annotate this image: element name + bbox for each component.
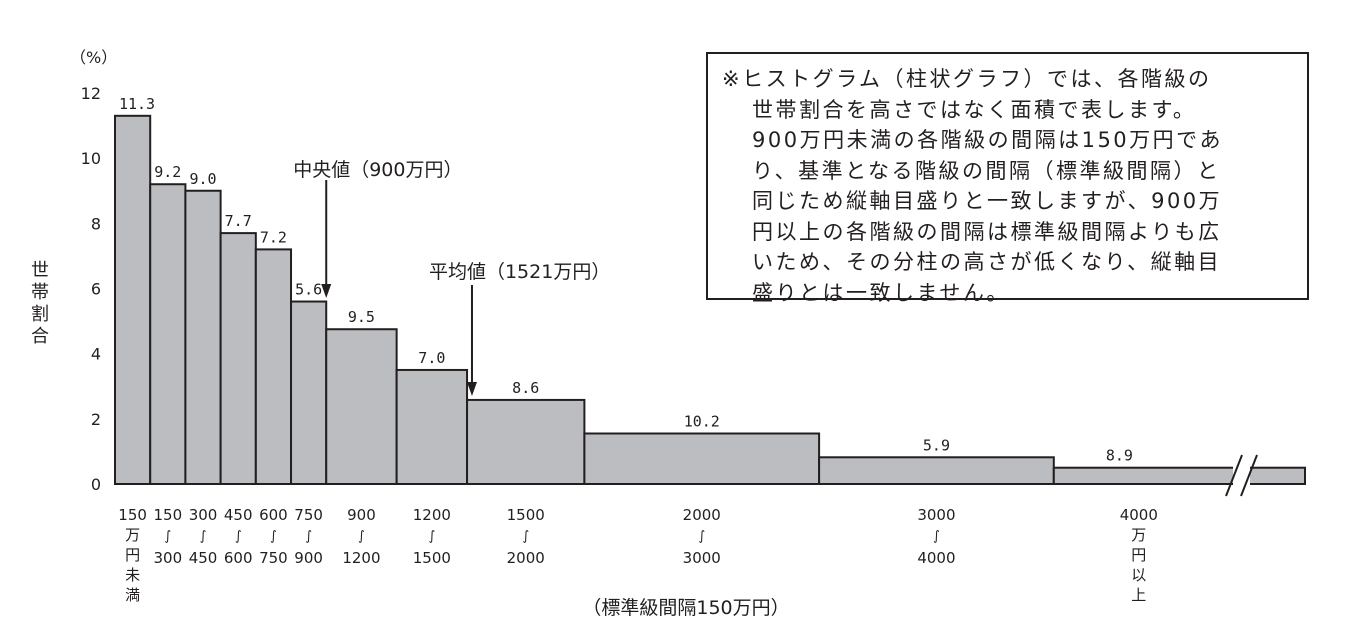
bar-value-label: 7.2 bbox=[260, 228, 287, 246]
bar-value-label: 9.0 bbox=[189, 170, 216, 188]
x-tick-label: 450 bbox=[189, 549, 218, 567]
bar-value-label: 5.9 bbox=[923, 436, 950, 454]
y-axis-title-char: 割 bbox=[31, 304, 49, 325]
x-tick-label: 600 bbox=[224, 549, 253, 567]
annotation-label: 平均値（1521万円） bbox=[429, 261, 610, 283]
histogram-bar bbox=[1052, 466, 1307, 486]
note-line: いため、その分柱の高さが低くなり、縦軸目 bbox=[752, 250, 1222, 274]
note-line: ※ヒストグラム（柱状グラフ）では、各階級の bbox=[722, 67, 1212, 91]
bar-value-label: 9.5 bbox=[348, 308, 375, 326]
histogram-bar bbox=[149, 183, 187, 485]
note-line: 同じため縦軸目盛りと一致しますが、900万 bbox=[752, 189, 1223, 213]
x-tick-label: ∫ bbox=[933, 529, 940, 544]
axis-break-mark bbox=[1240, 454, 1258, 497]
histogram-bar bbox=[254, 248, 293, 485]
x-tick-label: 以 bbox=[1131, 566, 1146, 584]
histogram-bar bbox=[290, 300, 328, 485]
x-tick-label: 750 bbox=[294, 506, 323, 524]
x-tick-label: ∫ bbox=[235, 529, 242, 544]
x-tick-label: 450 bbox=[224, 506, 253, 524]
note-line: 円以上の各階級の間隔は標準級間隔よりも広 bbox=[752, 219, 1222, 244]
y-tick-label: 8 bbox=[91, 214, 101, 233]
x-tick-label: 円 bbox=[1131, 546, 1146, 564]
x-tick-label: 4000 bbox=[1120, 506, 1158, 524]
x-tick-label: ∫ bbox=[200, 529, 207, 544]
annotation-arrowhead bbox=[321, 284, 332, 298]
y-tick-label: 10 bbox=[81, 149, 101, 168]
x-tick-label: 上 bbox=[1131, 586, 1146, 604]
x-tick-label: 2000 bbox=[683, 506, 721, 524]
bar-value-label: 8.9 bbox=[1106, 447, 1133, 465]
note-line: 盛りとは一致しません。 bbox=[752, 280, 1010, 305]
explanation-note: ※ヒストグラム（柱状グラフ）では、各階級の 世帯割合を高さではなく面積で表します… bbox=[706, 52, 1309, 305]
y-tick-label: 12 bbox=[81, 84, 101, 103]
histogram-bar bbox=[325, 328, 398, 485]
x-tick-label: 1200 bbox=[342, 549, 380, 567]
x-tick-label: ∫ bbox=[305, 529, 312, 544]
y-axis-title-char: 合 bbox=[31, 326, 49, 347]
bar-value-label: 7.7 bbox=[225, 212, 252, 230]
bar-value-label: 11.3 bbox=[119, 95, 155, 113]
x-tick-label: 1500 bbox=[413, 549, 451, 567]
x-tick-label: 未 bbox=[125, 566, 140, 584]
x-tick-label: 円 bbox=[125, 546, 140, 564]
x-tick-label: 900 bbox=[294, 549, 323, 567]
x-tick-label: 万 bbox=[125, 526, 140, 544]
y-axis-title-char: 帯 bbox=[31, 282, 49, 303]
x-tick-label: 2000 bbox=[507, 549, 545, 567]
bar-value-label: 7.0 bbox=[418, 349, 445, 367]
x-tick-label: 300 bbox=[153, 549, 182, 567]
x-tick-label: 1200 bbox=[413, 506, 451, 524]
histogram-bar bbox=[583, 432, 821, 485]
note-line: 900万円未満の各階級の間隔は150万円であ bbox=[752, 128, 1223, 152]
x-tick-label: 4000 bbox=[917, 549, 955, 567]
x-tick-label: 900 bbox=[347, 506, 376, 524]
histogram-bar bbox=[466, 398, 586, 485]
histogram-bar bbox=[395, 368, 469, 486]
x-tick-label: 150 bbox=[118, 506, 147, 524]
bar-value-label: 10.2 bbox=[684, 412, 720, 430]
histogram-bar bbox=[114, 114, 152, 486]
histogram-bar bbox=[219, 232, 257, 485]
x-tick-label: 満 bbox=[125, 586, 140, 604]
x-tick-label: 600 bbox=[259, 506, 288, 524]
histogram-bar bbox=[818, 456, 1055, 486]
x-tick-label: ∫ bbox=[522, 529, 529, 544]
y-unit-label: （%） bbox=[70, 48, 117, 67]
x-tick-label: ∫ bbox=[698, 529, 705, 544]
x-tick-label: 3000 bbox=[683, 549, 721, 567]
bar-value-label: 8.6 bbox=[512, 379, 539, 397]
y-tick-label: 6 bbox=[91, 280, 101, 299]
y-tick-label: 4 bbox=[91, 345, 101, 364]
bar-value-label: 9.2 bbox=[154, 163, 181, 181]
annotation-label: 中央値（900万円） bbox=[293, 159, 462, 181]
x-tick-label: ∫ bbox=[164, 529, 171, 544]
x-tick-label: ∫ bbox=[428, 529, 435, 544]
note-line: 世帯割合を高さではなく面積で表します。 bbox=[752, 97, 1197, 122]
bar-value-label: 5.6 bbox=[295, 281, 322, 299]
y-axis-title-char: 世 bbox=[31, 260, 49, 281]
axis-break-gap bbox=[1233, 455, 1250, 495]
annotation-arrowhead bbox=[466, 382, 477, 396]
note-line: り、基準となる階級の間隔（標準級間隔）と bbox=[752, 158, 1221, 183]
x-tick-label: 1500 bbox=[507, 506, 545, 524]
histogram-bar bbox=[184, 189, 222, 485]
x-tick-label: 3000 bbox=[917, 506, 955, 524]
x-axis-title: （標準級間隔150万円） bbox=[582, 597, 789, 619]
x-tick-label: 万 bbox=[1131, 526, 1146, 544]
x-tick-label: ∫ bbox=[270, 529, 277, 544]
x-tick-label: 150 bbox=[153, 506, 182, 524]
x-tick-label: 300 bbox=[189, 506, 218, 524]
x-tick-label: ∫ bbox=[358, 529, 365, 544]
y-tick-label: 2 bbox=[91, 410, 101, 429]
y-tick-label: 0 bbox=[91, 475, 101, 494]
axis-break-mark bbox=[1225, 454, 1243, 497]
x-tick-label: 750 bbox=[259, 549, 288, 567]
